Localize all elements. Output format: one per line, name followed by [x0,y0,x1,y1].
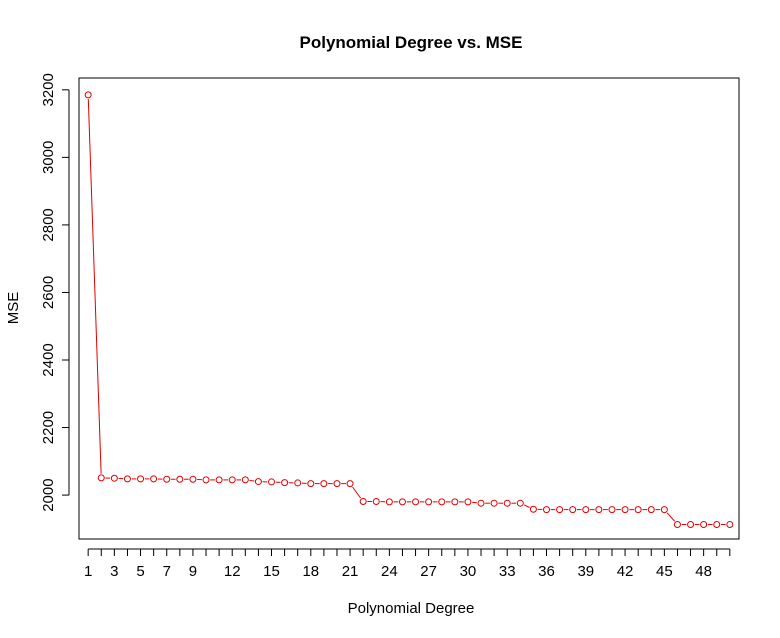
y-tick-label: 2800 [40,208,57,241]
series-layer [84,91,734,528]
y-tick-label: 3000 [40,141,57,174]
data-point [608,506,616,514]
x-tick-label: 24 [381,563,398,580]
data-point [543,506,550,514]
data-point [647,506,655,514]
y-axis: 2000 2200 2400 2600 2800 3000 3200 [40,73,70,512]
data-point [687,520,695,528]
series-line-segment [249,479,255,482]
x-tick-label: 33 [499,563,516,580]
x-tick-label: 36 [538,563,555,580]
data-point [254,478,262,486]
series-line-segment [666,512,676,522]
data-point [621,506,629,514]
data-point [634,506,642,514]
data-point [84,91,92,99]
data-point [333,480,341,488]
data-point [307,480,315,488]
x-tick-label: 5 [136,563,144,580]
data-point [294,479,302,487]
data-point [425,498,433,506]
data-point [438,498,446,506]
data-point [713,520,721,528]
data-point [123,475,131,483]
data-point [346,480,354,488]
data-point [202,476,210,484]
data-point [595,506,603,514]
data-point [385,498,393,506]
data-point [97,474,105,482]
x-tick-label: 48 [695,563,712,580]
data-point [503,499,511,507]
x-tick-label: 9 [189,563,197,580]
data-point [372,498,380,506]
x-tick-label: 39 [577,563,594,580]
x-axis-label: Polynomial Degree [348,600,475,617]
x-tick-label: 27 [420,563,437,580]
data-point [215,476,223,484]
plot-frame [78,77,740,540]
y-tick-label: 2600 [40,276,57,309]
data-point [110,474,118,482]
data-point [700,520,708,528]
data-point [359,498,367,506]
data-point [451,498,459,506]
series-line-segment [87,99,102,474]
data-point [673,520,681,528]
data-point [464,498,472,506]
data-point [176,475,184,483]
series-line-segment [352,486,362,499]
series-line-segment [523,504,530,508]
x-tick-label: 15 [263,563,280,580]
data-point [477,499,485,507]
y-tick-label: 2200 [40,411,57,444]
data-point [726,520,734,528]
x-tick-label: 21 [342,563,359,580]
data-point [268,478,275,486]
y-axis-label: MSE [5,292,22,325]
data-point [281,479,289,487]
data-point [241,476,249,484]
x-tick-label: 30 [460,563,477,580]
data-point [529,505,537,513]
x-tick-label: 12 [224,563,241,580]
x-tick-label: 45 [656,563,673,580]
x-tick-label: 1 [84,563,92,580]
y-tick-label: 3200 [40,73,57,106]
x-tick-label: 3 [110,563,118,580]
chart-title: Polynomial Degree vs. MSE [300,33,523,52]
data-point [228,476,236,484]
x-tick-label: 18 [302,563,319,580]
data-point [412,498,420,506]
data-point [490,499,498,507]
data-point [556,506,564,514]
x-axis: 1 3 5 7 9 12 15 18 21 24 27 30 33 36 39 42 45 48 [84,548,731,580]
x-tick-label: 7 [163,563,171,580]
y-tick-label: 2400 [40,343,57,376]
y-tick-label: 2000 [40,478,57,511]
data-point [516,499,524,507]
data-point [163,475,171,483]
data-point [582,506,590,514]
x-tick-label: 42 [617,563,634,580]
data-point [189,475,197,483]
data-point [150,475,158,483]
data-point [569,506,577,514]
data-point [398,498,406,506]
data-point [137,475,145,483]
data-point [660,506,668,514]
data-point [320,480,328,488]
